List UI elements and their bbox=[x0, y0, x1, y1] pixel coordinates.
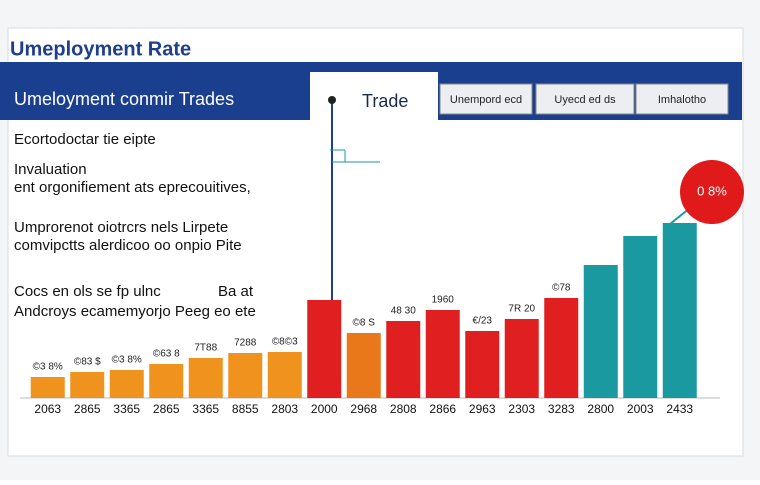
bar bbox=[465, 331, 500, 398]
bar bbox=[425, 310, 460, 398]
bar bbox=[623, 236, 658, 398]
bar-note: 7T88 bbox=[194, 343, 217, 354]
header-title: Umeloyment conmir Trades bbox=[14, 89, 234, 109]
bar bbox=[544, 298, 579, 398]
x-tick-label: 2963 bbox=[469, 402, 496, 416]
x-tick-label: 2003 bbox=[627, 402, 654, 416]
bar bbox=[109, 370, 144, 398]
x-tick-label: 2803 bbox=[271, 402, 298, 416]
tab bbox=[535, 83, 635, 115]
bar-note: 1960 bbox=[432, 295, 455, 306]
note: Andcroys ecamemyorjo Peeg eo ete bbox=[14, 303, 256, 320]
bar bbox=[188, 358, 223, 398]
bar-note: ©78 bbox=[552, 283, 571, 294]
tabs: Unempord ecd Uyecd ed ds Imhalotho bbox=[439, 83, 729, 115]
bar-note: ©3 8% bbox=[33, 362, 63, 373]
x-tick-label: 2063 bbox=[34, 402, 61, 416]
bar bbox=[346, 333, 381, 398]
bar-note: €/23 bbox=[473, 316, 493, 327]
bar bbox=[228, 353, 263, 398]
x-tick-label: 3365 bbox=[113, 402, 140, 416]
tab-label: Uyecd ed ds bbox=[554, 94, 616, 106]
note: Umprorenot oiotrcrs nels Lirpete bbox=[14, 219, 228, 236]
bar-note: ©8©3 bbox=[272, 337, 298, 348]
bar bbox=[386, 321, 421, 398]
bar-note: ©63 8 bbox=[153, 349, 180, 360]
header-subtitle: Trade bbox=[362, 91, 408, 111]
tab-label: Imhalotho bbox=[658, 94, 706, 106]
x-tick-label: 2303 bbox=[508, 402, 535, 416]
x-tick-label: 2865 bbox=[153, 402, 180, 416]
bar bbox=[307, 300, 342, 398]
x-tick-label: 3283 bbox=[548, 402, 575, 416]
x-tick-label: 2866 bbox=[429, 402, 456, 416]
x-tick-label: 2433 bbox=[666, 402, 693, 416]
x-tick-label: 2000 bbox=[311, 402, 338, 416]
callout-label: 0 8% bbox=[697, 183, 727, 198]
bar-note: ©8 S bbox=[353, 318, 376, 329]
bar bbox=[583, 265, 618, 398]
note: comvipctts alerdicoo oo onpio Pite bbox=[14, 237, 242, 254]
bar bbox=[70, 372, 105, 398]
x-tick-label: 8855 bbox=[232, 402, 259, 416]
note: Invaluation bbox=[14, 161, 87, 178]
bar-note: 7R 20 bbox=[508, 304, 535, 315]
x-tick-label: 2968 bbox=[350, 402, 377, 416]
x-tick-label: 2808 bbox=[390, 402, 417, 416]
bar bbox=[662, 223, 697, 398]
note: Ecortodoctar tie eipte bbox=[14, 131, 156, 148]
bar-note: 48 30 bbox=[391, 306, 416, 317]
bar-note: ©3 8% bbox=[112, 355, 142, 366]
callout-circle bbox=[680, 160, 744, 224]
page-title: Umeployment Rate bbox=[10, 38, 191, 60]
note: Cocs en ols se fp ulnc bbox=[14, 283, 161, 300]
note: Ba at bbox=[218, 283, 254, 300]
bar bbox=[504, 319, 539, 398]
x-tick-label: 2865 bbox=[74, 402, 101, 416]
tab-label: Unempord ecd bbox=[450, 94, 522, 106]
x-tick-label: 3365 bbox=[192, 402, 219, 416]
bar bbox=[149, 364, 184, 398]
marker-knob bbox=[328, 96, 336, 104]
bar-note: 7288 bbox=[234, 338, 257, 349]
bar bbox=[267, 352, 302, 398]
note: ent orgonifiement ats eprecouitives, bbox=[14, 179, 251, 196]
tab bbox=[635, 83, 729, 115]
bar bbox=[30, 377, 65, 398]
x-tick-label: 2800 bbox=[587, 402, 614, 416]
bar-note: ©83 $ bbox=[74, 357, 101, 368]
tab bbox=[439, 83, 533, 115]
